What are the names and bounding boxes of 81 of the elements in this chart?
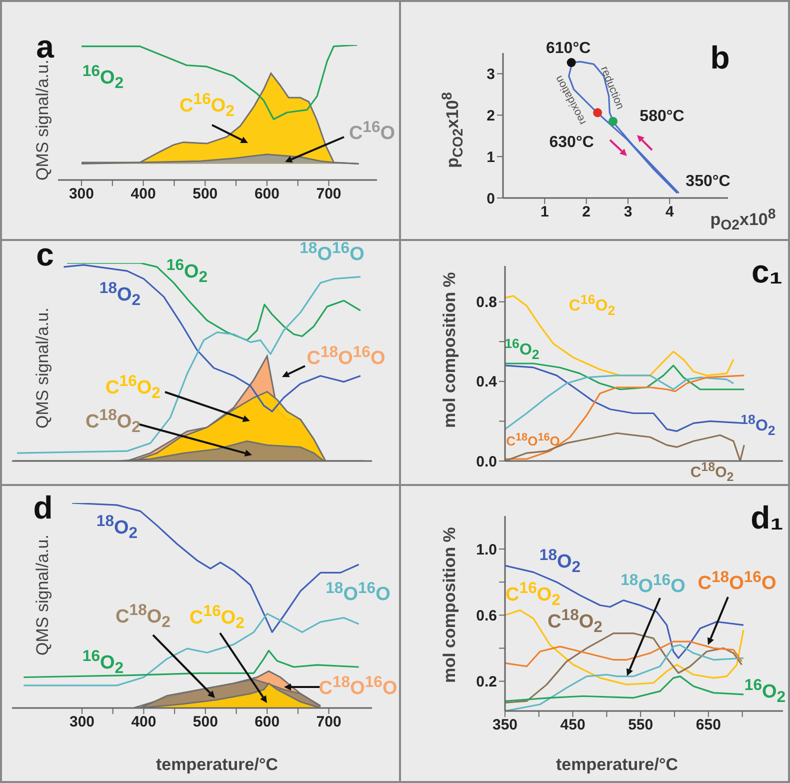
y-tick-label: 0 [486, 190, 495, 208]
x-tick-label: 4 [665, 204, 674, 221]
series-label: C$^{18}$O$^{16}$O [318, 674, 398, 700]
x-tick-label: 2 [582, 204, 591, 221]
series-label: C$^{16}$O$_{2}$ [180, 90, 234, 122]
y-tick-label: 0.8 [476, 294, 497, 312]
x-tick-label: 400 [131, 714, 156, 731]
x-tick-label: 450 [560, 716, 586, 734]
y-tick-label: 0.4 [476, 374, 498, 391]
x-axis-title: temperature/°C [156, 755, 278, 775]
annotation: 610°C [546, 40, 591, 58]
series-label: C$^{18}$O$_{2}$ [690, 460, 734, 484]
y-tick-label: 1 [486, 148, 495, 166]
x-tick-label: 500 [192, 714, 218, 731]
x-tick-label: 500 [192, 186, 218, 203]
chart-title: b [710, 40, 730, 76]
series-label: C$^{16}$O$_{2}$ [568, 292, 616, 318]
chart-title: d [33, 490, 53, 526]
line-series [505, 374, 734, 430]
point [566, 58, 576, 68]
x-tick-label: 700 [316, 186, 342, 203]
series-label: $^{16}$O$_{2}$ [166, 256, 208, 288]
series-label: $^{18}$O$_{2}$ [539, 546, 581, 578]
line-series [505, 632, 743, 704]
line-series [505, 362, 745, 390]
series-label: C$^{18}$O$_{2}$ [86, 406, 140, 438]
y-tick-label: 3 [486, 66, 495, 84]
y-axis-title: mol composition % [440, 527, 460, 683]
x-tick-label: 700 [316, 714, 342, 731]
line-series [505, 644, 744, 711]
series-label: $^{16}$O$_{2}$ [504, 336, 540, 362]
x-tick-label: 3 [624, 204, 632, 221]
text: C$^{18}$O$^{16}$O [698, 568, 776, 596]
line-series [505, 675, 744, 702]
x-tick-label: 650 [696, 716, 721, 734]
x-tick-label: 1 [540, 204, 549, 221]
chart-title: c [36, 236, 54, 274]
x-tick-label: 400 [130, 186, 156, 203]
annotation: 580°C [640, 108, 684, 126]
x-tick-label: 300 [68, 186, 94, 203]
text: C$^{16}$O$_{2}$ [190, 602, 244, 634]
y-axis-title: QMS signal/a.u. [33, 308, 53, 428]
line-series [505, 609, 744, 686]
text: $^{18}$O$^{16}$O [620, 572, 686, 598]
x-tick-label: 600 [254, 714, 280, 731]
series-label: $^{18}$O$_{2}$ [740, 412, 776, 438]
point [593, 108, 602, 118]
series-label: C$^{16}$O [348, 118, 396, 146]
y-axis-title: mol composition % [440, 272, 460, 428]
y-tick-label: 0.6 [476, 607, 497, 624]
series-label: C$^{18}$O$^{16}$O [506, 431, 560, 449]
x-axis-title: p$_{O2}$x10$^{8}$ [710, 206, 776, 234]
chart-title: d₁ [750, 500, 784, 536]
annotation: 630°C [549, 134, 594, 152]
series-label: $^{16}$O$_{2}$ [744, 676, 786, 708]
x-tick-label: 600 [254, 186, 280, 203]
x-tick-label: 550 [628, 716, 654, 734]
chart-title: c₁ [751, 254, 783, 290]
text: C$^{18}$O$_{2}$ [116, 602, 170, 632]
point [608, 116, 618, 126]
y-tick-label: 0.0 [476, 453, 497, 470]
y-axis-title: QMS signal/a.u. [33, 60, 53, 180]
series-label: $^{18}$O$_{2}$ [99, 280, 141, 310]
x-axis-title: temperature/°C [556, 755, 678, 775]
series-label: C$^{18}$O$^{16}$O [306, 344, 386, 370]
line-series [505, 640, 743, 668]
series-label: $^{18}$O$^{16}$O [300, 240, 364, 266]
line-series [505, 295, 734, 376]
x-tick-label: 300 [70, 714, 95, 731]
y-tick-label: 2 [486, 107, 495, 124]
series-label: $^{18}$O$^{16}$O [326, 580, 390, 606]
series-label: $^{16}$O$_{2}$ [82, 62, 124, 94]
y-tick-label: 0.2 [476, 674, 497, 691]
y-axis-title: QMS signal/a.u. [33, 534, 53, 656]
y-tick-label: 1.0 [476, 541, 497, 558]
series-label: $^{18}$O$_{2}$ [96, 512, 138, 544]
text: C$^{16}$O$_{2}$ [106, 372, 160, 404]
series-label: $^{16}$O$_{2}$ [82, 648, 124, 678]
annotation: 350°C [686, 172, 730, 191]
line-series [505, 432, 745, 461]
x-tick-label: 350 [492, 716, 518, 734]
